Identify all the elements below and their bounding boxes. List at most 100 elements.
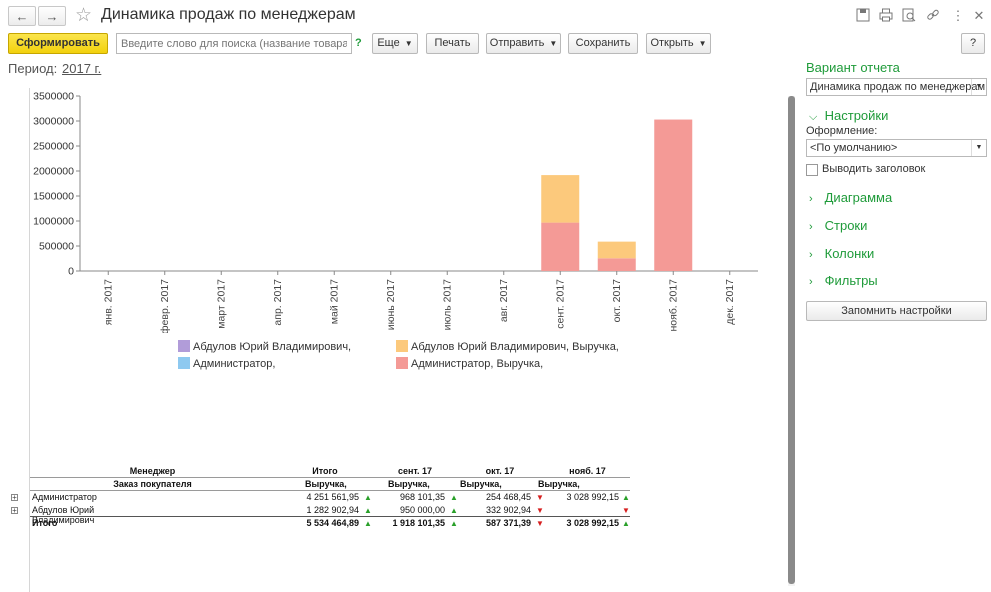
trend-up-icon: ▲: [364, 493, 372, 502]
help-button[interactable]: ?: [961, 33, 985, 54]
legend-label: Абдулов Юрий Владимирович, Выручка,: [411, 341, 619, 353]
variant-value: Динамика продаж по менеджерам: [810, 81, 986, 93]
header-nov: нояб. 17: [569, 466, 606, 476]
x-tick-label: авг. 2017: [498, 279, 510, 322]
section-label: Колонки: [824, 246, 875, 261]
legend-item-admin-revenue: Администратор, Выручка,: [396, 357, 543, 371]
forward-arrow-icon: →: [45, 9, 59, 24]
trend-up-icon: ▲: [364, 506, 372, 515]
totals-divider: [30, 516, 630, 517]
cell-sep: 950 000,00: [399, 505, 445, 515]
period-link[interactable]: 2017 г.: [62, 61, 102, 76]
y-tick-label: 500000: [39, 241, 74, 253]
trend-up-icon: ▲: [622, 493, 630, 502]
chevron-right-icon: ›: [809, 221, 813, 233]
y-tick-label: 1000000: [33, 216, 74, 228]
search-help-icon[interactable]: ?: [355, 37, 362, 49]
section-label: Диаграмма: [824, 190, 893, 205]
x-tick-label: нояб. 2017: [667, 279, 679, 332]
forward-button[interactable]: →: [38, 6, 66, 26]
print-button[interactable]: Печать: [426, 33, 479, 54]
legend-item-admin: Администратор,: [178, 357, 275, 371]
legend-swatch: [178, 357, 190, 369]
y-tick-label: 2500000: [33, 141, 74, 153]
save-icon[interactable]: [855, 8, 871, 24]
section-filters[interactable]: › Фильтры: [809, 273, 878, 288]
vertical-scrollbar-thumb[interactable]: [788, 96, 795, 584]
y-tick-label: 3000000: [33, 116, 74, 128]
expand-row-button[interactable]: +: [11, 506, 18, 515]
search-input[interactable]: [116, 33, 352, 54]
send-label: Отправить: [489, 37, 545, 49]
link-icon[interactable]: [925, 8, 941, 24]
more-label: Еще: [377, 37, 400, 49]
cell-total: 1 282 902,94: [306, 505, 359, 515]
close-icon[interactable]: ✕: [973, 8, 985, 23]
section-label: Фильтры: [824, 273, 878, 288]
dropdown-caret-icon: ▼: [698, 39, 707, 48]
header-revenue-oct: Выручка,: [460, 479, 502, 489]
remember-settings-button[interactable]: Запомнить настройки: [806, 301, 987, 321]
trend-down-icon: ▼: [536, 493, 544, 502]
variant-title: Вариант отчета: [806, 60, 900, 75]
x-tick-label: янв. 2017: [102, 279, 114, 325]
design-select[interactable]: <По умолчанию> ▼: [806, 139, 987, 157]
chevron-right-icon: ›: [809, 193, 813, 205]
cell-nov: 3 028 992,15: [566, 492, 619, 502]
section-rows[interactable]: › Строки: [809, 218, 867, 233]
print-icon[interactable]: [878, 8, 894, 24]
trend-up-icon: ▲: [450, 519, 458, 528]
trend-up-icon: ▲: [622, 519, 630, 528]
back-button[interactable]: ←: [8, 6, 36, 26]
section-columns[interactable]: › Колонки: [809, 246, 874, 261]
legend-swatch: [178, 340, 190, 352]
send-button[interactable]: Отправить ▼: [486, 33, 561, 54]
header-revenue-sep: Выручка,: [388, 479, 430, 489]
preview-icon[interactable]: [901, 8, 917, 24]
design-value: <По умолчанию>: [810, 142, 898, 154]
totals-total: 5 534 464,89: [306, 518, 359, 528]
legend-swatch: [396, 357, 408, 369]
settings-section-toggle[interactable]: ⌵ Настройки: [809, 108, 888, 124]
header-divider: [30, 477, 630, 478]
header-sep: сент. 17: [397, 466, 433, 476]
x-tick-label: февр. 2017: [159, 279, 171, 333]
chevron-right-icon: ›: [809, 249, 813, 261]
chevron-down-icon: ⌵: [809, 111, 818, 123]
legend-label: Администратор, Выручка,: [411, 358, 544, 370]
save-button[interactable]: Сохранить: [568, 33, 638, 54]
x-tick-label: июнь 2017: [385, 279, 397, 330]
bar-segment: [597, 241, 636, 259]
legend-label: Абдулов Юрий Владимирович,: [193, 341, 352, 353]
cell-oct: 332 902,94: [485, 505, 531, 515]
generate-button[interactable]: Сформировать: [8, 33, 108, 54]
variant-select[interactable]: Динамика продаж по менеджерам ▼: [806, 78, 987, 96]
totals-oct: 587 371,39: [485, 518, 531, 528]
more-button[interactable]: Еще ▼: [372, 33, 418, 54]
totals-sep: 1 918 101,35: [392, 518, 445, 528]
trend-down-icon: ▼: [622, 506, 630, 515]
expand-row-button[interactable]: +: [11, 493, 18, 502]
chevron-right-icon: ›: [809, 276, 813, 288]
header-bottom-line: [30, 490, 630, 491]
section-diagram[interactable]: › Диаграмма: [809, 190, 892, 205]
open-label: Открыть: [650, 37, 694, 49]
y-tick-label: 3500000: [33, 91, 74, 103]
trend-up-icon: ▲: [450, 493, 458, 502]
dropdown-arrow-icon[interactable]: ▼: [971, 140, 986, 156]
y-tick-label: 1500000: [33, 191, 74, 203]
open-button[interactable]: Открыть ▼: [646, 33, 711, 54]
cell-sep: 968 101,35: [399, 492, 445, 502]
favorite-star-icon[interactable]: ☆: [75, 5, 93, 26]
back-arrow-icon: ←: [15, 9, 29, 24]
trend-down-icon: ▼: [536, 519, 544, 528]
period-label: Период:: [8, 61, 58, 76]
dropdown-arrow-icon[interactable]: ▼: [971, 79, 986, 95]
totals-nov: 3 028 992,15: [566, 518, 619, 528]
bar-segment: [541, 222, 580, 271]
report-left-border: [29, 88, 30, 592]
header-revenue-total: Выручка,: [305, 479, 347, 489]
x-tick-label: окт. 2017: [611, 279, 623, 323]
show-header-checkbox[interactable]: [806, 164, 818, 176]
more-menu-icon[interactable]: ⋮: [951, 8, 965, 23]
